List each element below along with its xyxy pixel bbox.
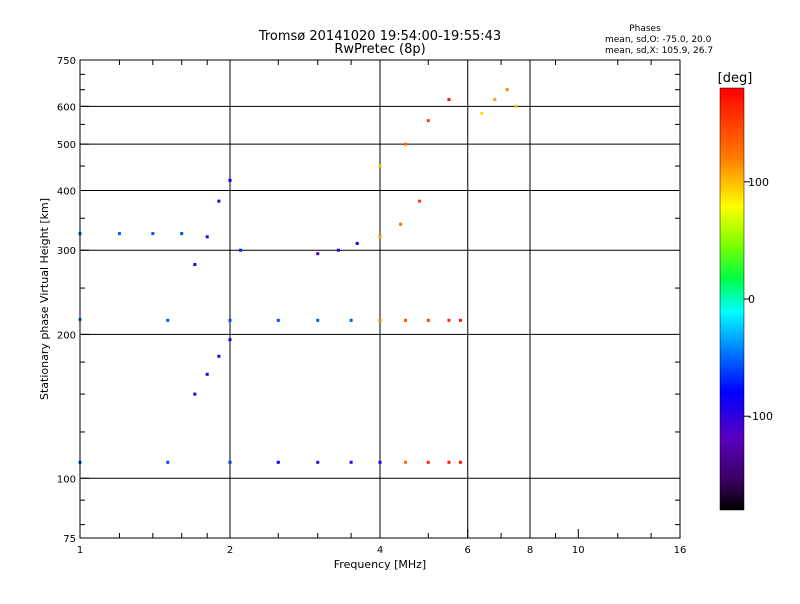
data-point (399, 222, 403, 226)
colorbar (719, 87, 745, 511)
phase-info-heading: Phases (629, 24, 661, 34)
y-tick-label: 75 (63, 534, 76, 545)
y-tick-label: 400 (57, 186, 76, 197)
data-point (193, 392, 197, 396)
x-tick-label: 6 (465, 545, 471, 556)
phase-info-line1: mean, sd,O: -75.0, 20.0 (605, 35, 712, 45)
data-point (228, 460, 232, 464)
data-point (316, 460, 320, 464)
data-point (166, 318, 170, 322)
data-point (117, 232, 121, 236)
data-point (426, 119, 430, 123)
data-point (349, 460, 353, 464)
grid (80, 60, 680, 538)
data-point (180, 232, 184, 236)
data-point (458, 460, 462, 464)
data-point (514, 104, 518, 108)
data-point (378, 235, 382, 239)
data-point (505, 88, 509, 92)
data-point (276, 318, 280, 322)
y-tick-label: 750 (57, 56, 76, 67)
data-point (276, 460, 280, 464)
colorbar-tick-label: 100 (748, 176, 769, 189)
data-point (403, 460, 407, 464)
data-point (458, 318, 462, 322)
data-point (239, 248, 243, 252)
phase-info-line2: mean, sd,X: 105.9, 26.7 (605, 46, 713, 56)
data-point (447, 318, 451, 322)
chart-title: Tromsø 20141020 19:54:00-19:55:43 (258, 29, 501, 44)
data-point (316, 318, 320, 322)
data-point (378, 318, 382, 322)
data-point (426, 460, 430, 464)
y-tick-label: 500 (57, 140, 76, 151)
x-axis-label: Frequency [MHz] (334, 558, 426, 571)
colorbar-tick-label: 0 (748, 293, 755, 306)
data-point (217, 354, 221, 358)
colorbar-label: [deg] (718, 71, 753, 86)
data-point (349, 318, 353, 322)
data-point (417, 199, 421, 203)
data-point (217, 199, 221, 203)
data-point (403, 142, 407, 146)
x-tick-label: 1 (77, 545, 83, 556)
data-point (447, 460, 451, 464)
x-axis-ticks: 1 2 4 6 8 10 16 (77, 60, 687, 556)
data-point (378, 164, 382, 168)
data-point (447, 98, 451, 102)
data-point (480, 111, 484, 115)
x-tick-label: 10 (572, 545, 585, 556)
data-point (355, 241, 359, 245)
data-point (205, 235, 209, 239)
data-point (403, 318, 407, 322)
colorbar-tick-label: -100 (748, 410, 773, 423)
data-point (193, 263, 197, 267)
y-tick-label: 300 (57, 246, 76, 257)
data-point (228, 338, 232, 342)
chart-subtitle: RwPretec (8p) (334, 42, 425, 57)
data-point (228, 318, 232, 322)
data-point (151, 232, 155, 236)
data-point (166, 460, 170, 464)
y-tick-label: 100 (57, 474, 76, 485)
data-point (336, 248, 340, 252)
colorbar-ticks: 100 0 -100 (744, 176, 773, 423)
x-tick-label: 16 (674, 545, 687, 556)
y-tick-label: 200 (57, 330, 76, 341)
data-point (426, 318, 430, 322)
y-axis-label: Stationary phase Virtual Height [km] (38, 198, 51, 400)
data-point (316, 252, 320, 256)
data-point (228, 178, 232, 182)
y-tick-label: 600 (57, 102, 76, 113)
data-point (378, 460, 382, 464)
x-tick-label: 2 (227, 545, 233, 556)
data-point (205, 372, 209, 376)
y-axis-ticks: 75 100 200 300 400 500 600 750 (57, 56, 680, 545)
data-point (493, 98, 497, 102)
x-tick-label: 8 (527, 545, 533, 556)
x-tick-label: 4 (377, 545, 383, 556)
